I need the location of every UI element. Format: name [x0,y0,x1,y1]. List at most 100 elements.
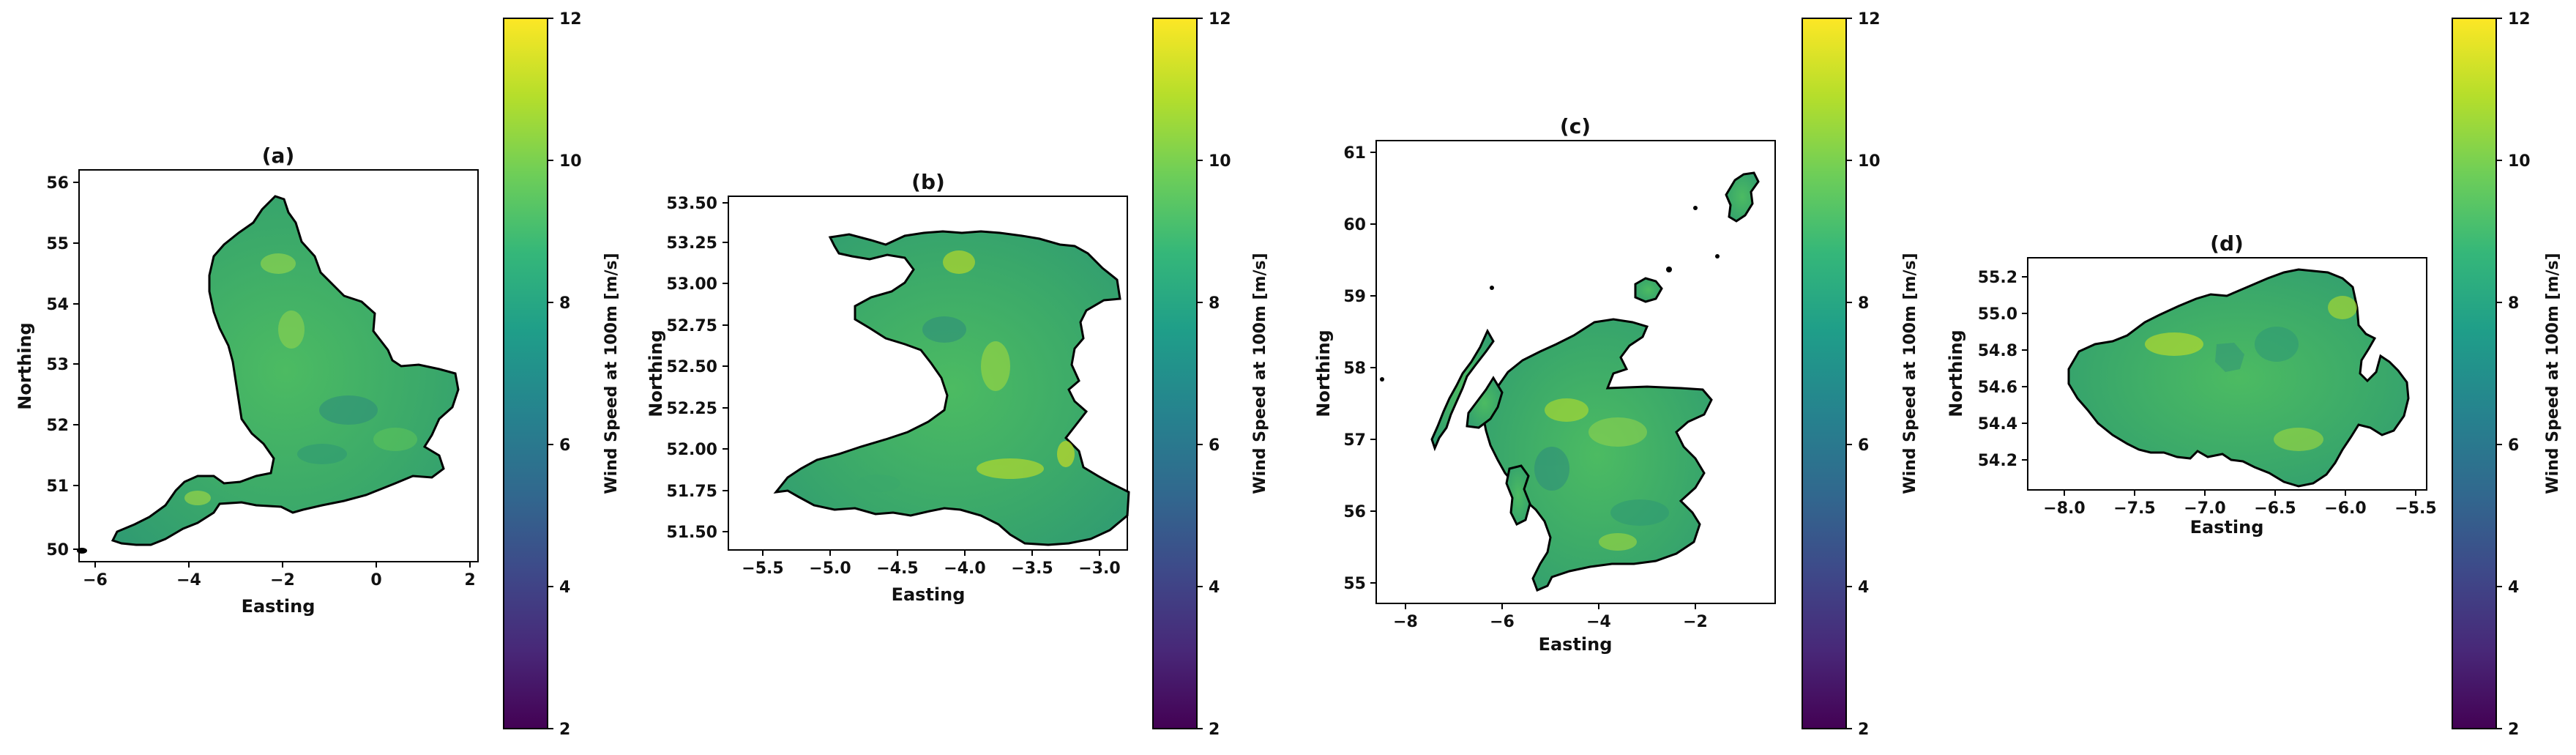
y-tick-a-5: 55 [46,235,69,253]
scotland-detail [1534,398,1669,551]
x-ticks-c: −8 −6 −4 −2 [1393,603,1708,631]
x-tick-d-2: −7.0 [2184,499,2225,518]
y-tick-a-4: 54 [46,296,69,314]
x-ticks-d: −8.0 −7.5 −7.0 −6.5 −6.0 −5.5 [2043,490,2437,518]
panel-a: (a) −6 −4 −2 0 2 [15,10,621,739]
panel-title-a: (a) [262,144,295,168]
colorbar-d-tick-5: 12 [2508,10,2531,29]
colorbar-a-tick-0: 2 [559,721,570,739]
england-detail [184,253,417,505]
colorbar-d-tick-0: 2 [2508,721,2519,739]
y-ticks-d: 54.2 54.4 54.6 54.8 55.0 55.2 [1978,269,2028,470]
panel-title-d: (d) [2210,231,2244,256]
y-tick-d-5: 55.2 [1978,269,2017,287]
y-tick-b-2: 52.00 [666,441,717,459]
y-axis-label-b: Northing [646,330,666,417]
colorbar-a-tick-2: 6 [559,436,570,455]
colorbar-d-tick-3: 8 [2508,294,2519,313]
x-tick-a-0: −6 [83,571,108,590]
shetland-islands [1725,171,1760,223]
islet-4 [1380,377,1384,382]
x-tick-d-1: −7.5 [2113,499,2155,518]
y-tick-c-1: 56 [1343,503,1366,521]
y-tick-b-0: 51.50 [666,524,717,542]
northern-ireland-detail [2145,296,2357,451]
colorbar-a: 2 4 6 8 10 12 Wind Speed at 100m [m/s] [503,10,621,739]
islet-5 [1490,286,1494,290]
y-tick-b-3: 52.25 [666,400,717,418]
islet-3 [1693,206,1698,210]
x-tick-c-1: −6 [1490,613,1515,631]
y-ticks-b: 51.50 51.75 52.00 52.25 52.50 52.75 53.0… [666,195,728,542]
y-axis-label-c: Northing [1313,330,1334,417]
colorbar-b-ramp [1152,18,1198,729]
panel-title-b: (b) [911,170,945,194]
colorbar-b-label: Wind Speed at 100m [m/s] [1251,253,1269,494]
colorbar-d-tick-1: 4 [2508,579,2519,597]
colorbar-b-tick-2: 6 [1209,436,1220,455]
y-ticks-c: 55 56 57 58 59 60 61 [1343,144,1376,593]
y-tick-d-4: 55.0 [1978,305,2017,324]
y-tick-d-3: 54.8 [1978,342,2017,360]
y-tick-d-2: 54.6 [1978,379,2017,397]
x-tick-a-1: −4 [176,571,201,590]
x-axis-label-d: Easting [2190,517,2264,538]
colorbar-a-tick-4: 10 [559,152,582,171]
y-tick-a-3: 53 [46,356,69,374]
y-tick-c-0: 55 [1343,575,1366,593]
x-tick-b-3: −4.0 [944,559,985,578]
x-axis-label-a: Easting [242,596,316,617]
colorbar-d-tick-4: 10 [2508,152,2531,171]
y-tick-b-6: 53.00 [666,275,717,294]
england-landmass [111,195,460,546]
y-ticks-a: 50 51 52 53 54 55 56 [46,174,79,559]
colorbar-a-ramp [503,18,548,729]
x-tick-b-2: −4.5 [876,559,918,578]
colorbar-d: 2 4 6 8 10 12 Wind Speed at 100m [m/s] [2452,10,2562,739]
y-tick-a-2: 52 [46,417,69,435]
y-tick-b-5: 52.75 [666,317,717,335]
colorbar-a-tick-5: 12 [559,10,582,29]
orkney-islands [1634,277,1663,303]
x-tick-c-0: −8 [1393,613,1418,631]
x-tick-a-4: 2 [464,571,475,590]
colorbar-b-tick-4: 10 [1209,152,1231,171]
colorbar-c-label: Wind Speed at 100m [m/s] [1901,253,1919,494]
colorbar-c-tick-0: 2 [1858,721,1869,739]
y-tick-c-3: 58 [1343,360,1366,378]
colorbar-b-tick-5: 12 [1209,10,1231,29]
colorbar-a-tick-1: 4 [559,579,570,597]
x-tick-a-2: −2 [270,571,295,590]
y-axis-label-d: Northing [1946,330,1966,417]
colorbar-d-tick-2: 6 [2508,436,2519,455]
x-tick-d-5: −5.5 [2394,499,2436,518]
wales-detail [856,250,1075,492]
lough-neagh [2215,343,2244,372]
colorbar-b-tick-1: 4 [1209,579,1220,597]
colorbar-b-tick-0: 2 [1209,721,1220,739]
y-tick-a-6: 56 [46,174,69,193]
inner-isles [1505,464,1531,527]
colorbar-c-tick-1: 4 [1858,579,1869,597]
panel-c: (c) −8 −6 −4 −2 [1313,10,1919,739]
x-tick-b-1: −5.0 [809,559,851,578]
y-tick-d-0: 54.2 [1978,452,2017,470]
colorbar-c-tick-4: 10 [1858,152,1881,171]
x-tick-d-0: −8.0 [2043,499,2085,518]
scotland-skye [1466,376,1504,429]
x-tick-b-0: −5.5 [742,559,783,578]
northern-ireland-landmass [2067,268,2410,488]
x-ticks-b: −5.5 −5.0 −4.5 −4.0 −3.5 −3.0 [742,550,1121,578]
x-axis-label-b: Easting [892,584,966,605]
islet-1 [1666,267,1672,272]
y-tick-c-4: 59 [1343,288,1366,306]
colorbar-c-tick-3: 8 [1858,294,1869,313]
y-tick-c-5: 60 [1343,216,1366,234]
x-tick-b-5: −3.0 [1078,559,1120,578]
colorbar-c-ramp [1802,18,1847,729]
y-tick-b-1: 51.75 [666,483,717,501]
x-axis-label-c: Easting [1539,634,1613,655]
y-tick-b-7: 53.25 [666,234,717,253]
y-tick-c-2: 57 [1343,431,1366,450]
colorbar-b: 2 4 6 8 10 12 Wind Speed at 100m [m/s] [1152,10,1269,739]
